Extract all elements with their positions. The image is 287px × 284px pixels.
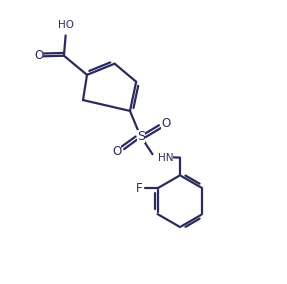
Text: F: F bbox=[136, 182, 143, 195]
Text: HO: HO bbox=[58, 20, 74, 30]
Text: O: O bbox=[161, 117, 170, 130]
Text: O: O bbox=[34, 49, 43, 62]
Text: HN: HN bbox=[158, 153, 173, 163]
Text: O: O bbox=[112, 145, 121, 158]
Text: S: S bbox=[137, 130, 145, 143]
